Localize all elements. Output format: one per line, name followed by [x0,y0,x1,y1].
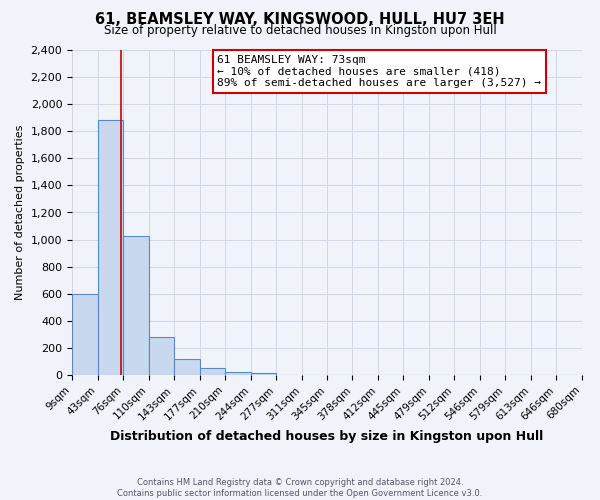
Bar [174,360,200,375]
Text: Size of property relative to detached houses in Kingston upon Hull: Size of property relative to detached ho… [104,24,496,37]
Bar [98,120,123,375]
Bar [225,372,251,375]
Bar [72,294,98,375]
Bar [251,373,275,375]
Text: 61 BEAMSLEY WAY: 73sqm
← 10% of detached houses are smaller (418)
89% of semi-de: 61 BEAMSLEY WAY: 73sqm ← 10% of detached… [217,55,541,88]
Bar [200,368,225,375]
Y-axis label: Number of detached properties: Number of detached properties [15,125,25,300]
Bar [149,337,174,375]
Bar [123,236,149,375]
X-axis label: Distribution of detached houses by size in Kingston upon Hull: Distribution of detached houses by size … [110,430,544,443]
Text: 61, BEAMSLEY WAY, KINGSWOOD, HULL, HU7 3EH: 61, BEAMSLEY WAY, KINGSWOOD, HULL, HU7 3… [95,12,505,28]
Text: Contains HM Land Registry data © Crown copyright and database right 2024.
Contai: Contains HM Land Registry data © Crown c… [118,478,482,498]
